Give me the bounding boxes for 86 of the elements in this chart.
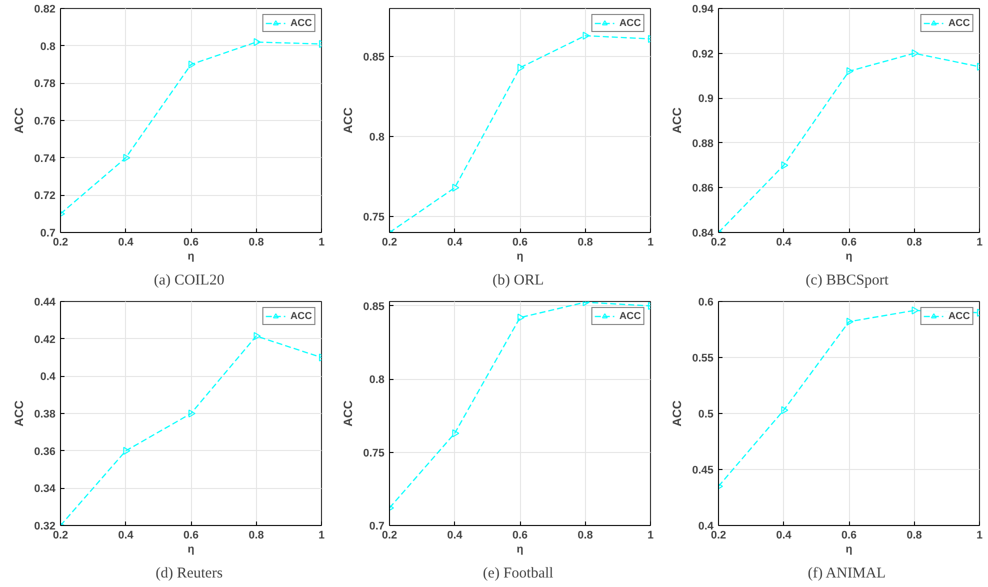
y-tick-label: 0.4 — [698, 520, 714, 532]
y-tick-label: 0.6 — [698, 296, 714, 308]
x-tick-label: 0.8 — [578, 236, 593, 248]
y-axis-title: ACC — [670, 400, 684, 426]
y-tick-label: 0.32 — [34, 520, 56, 532]
x-tick-label: 0.8 — [248, 530, 264, 542]
y-tick-label: 0.92 — [692, 48, 714, 60]
y-tick-label: 0.7 — [369, 520, 385, 532]
y-tick-label: 0.85 — [363, 52, 385, 64]
x-tick-label: 0.2 — [710, 530, 726, 542]
y-tick-label: 0.94 — [692, 4, 714, 16]
x-axis-title: η — [516, 544, 524, 556]
x-axis-title: η — [516, 250, 524, 262]
y-axis-title: ACC — [670, 107, 684, 134]
y-tick-label: 0.42 — [34, 334, 56, 346]
x-tick-label: 1 — [647, 236, 654, 248]
x-tick-label: 1 — [976, 530, 983, 542]
text: (c) BBCSport — [806, 272, 890, 288]
x-tick-label: 0.4 — [118, 530, 134, 542]
y-tick-label: 0.86 — [692, 182, 714, 195]
y-tick-label: 0.82 — [34, 4, 56, 16]
text: (d) Reuters — [156, 566, 223, 582]
y-axis-title: ACC — [12, 400, 26, 426]
x-tick-label: 0.2 — [382, 236, 398, 248]
x-tick-label: 0.6 — [841, 236, 857, 248]
x-tick-label: 0.4 — [447, 530, 464, 542]
y-tick-label: 0.45 — [692, 464, 714, 476]
x-tick-label: 1 — [647, 530, 654, 542]
y-tick-label: 0.8 — [40, 40, 56, 53]
x-axis-title: η — [846, 544, 853, 556]
legend-label: ACC — [619, 310, 641, 322]
y-tick-label: 0.75 — [363, 212, 385, 224]
y-tick-label: 0.84 — [692, 228, 714, 240]
x-tick-label: 0.8 — [578, 530, 593, 542]
x-tick-label: 0.4 — [776, 236, 792, 248]
y-tick-label: 0.38 — [34, 408, 56, 420]
x-tick-label: 0.4 — [447, 236, 464, 248]
text: (e) Football — [482, 566, 554, 582]
x-tick-label: 0.8 — [906, 530, 922, 542]
legend-label: ACC — [619, 17, 641, 29]
y-tick-label: 0.44 — [34, 296, 56, 308]
y-tick-label: 0.36 — [34, 446, 56, 458]
x-tick-label: 0.6 — [183, 236, 199, 248]
x-tick-label: 1 — [318, 530, 325, 542]
x-tick-label: 0.4 — [776, 530, 792, 542]
x-tick-label: 0.2 — [52, 530, 68, 542]
legend-label: ACC — [948, 17, 970, 29]
text: (b) ORL — [492, 272, 544, 288]
x-tick-label: 0.2 — [382, 530, 398, 542]
text: (f) ANIMAL — [808, 566, 886, 582]
y-tick-label: 0.7 — [40, 228, 56, 240]
legend-label: ACC — [290, 310, 312, 322]
text: (a) COIL20 — [154, 272, 224, 288]
x-tick-label: 0.6 — [183, 530, 199, 542]
x-tick-label: 1 — [976, 236, 983, 248]
y-tick-label: 0.55 — [692, 352, 714, 364]
y-axis-title: ACC — [341, 400, 356, 426]
x-tick-label: 0.6 — [512, 530, 528, 542]
x-axis-title: η — [188, 544, 195, 556]
y-tick-label: 0.88 — [692, 138, 714, 150]
y-axis-title: ACC — [12, 107, 26, 134]
y-tick-label: 0.72 — [34, 190, 56, 202]
legend-label: ACC — [948, 310, 970, 322]
y-tick-label: 0.85 — [363, 300, 385, 313]
y-tick-label: 0.9 — [698, 93, 714, 106]
x-tick-label: 0.8 — [906, 236, 922, 248]
x-tick-label: 0.6 — [512, 236, 528, 248]
x-tick-label: 0.4 — [118, 236, 134, 248]
x-tick-label: 0.2 — [52, 236, 68, 248]
y-tick-label: 0.8 — [369, 374, 385, 386]
y-tick-label: 0.76 — [34, 116, 56, 128]
x-axis-title: η — [846, 250, 853, 262]
x-tick-label: 0.6 — [841, 530, 857, 542]
y-tick-label: 0.34 — [34, 483, 56, 496]
x-tick-label: 0.8 — [248, 236, 264, 248]
y-tick-label: 0.5 — [698, 408, 714, 420]
x-tick-label: 1 — [318, 236, 325, 248]
y-tick-label: 0.4 — [40, 371, 56, 384]
y-axis-title: ACC — [341, 107, 356, 134]
y-tick-label: 0.78 — [34, 78, 56, 90]
y-tick-label: 0.74 — [34, 152, 56, 165]
legend-label: ACC — [290, 17, 312, 29]
y-tick-label: 0.75 — [363, 447, 385, 460]
y-tick-label: 0.8 — [369, 132, 385, 144]
x-axis-title: η — [188, 250, 195, 262]
x-tick-label: 0.2 — [710, 236, 726, 248]
